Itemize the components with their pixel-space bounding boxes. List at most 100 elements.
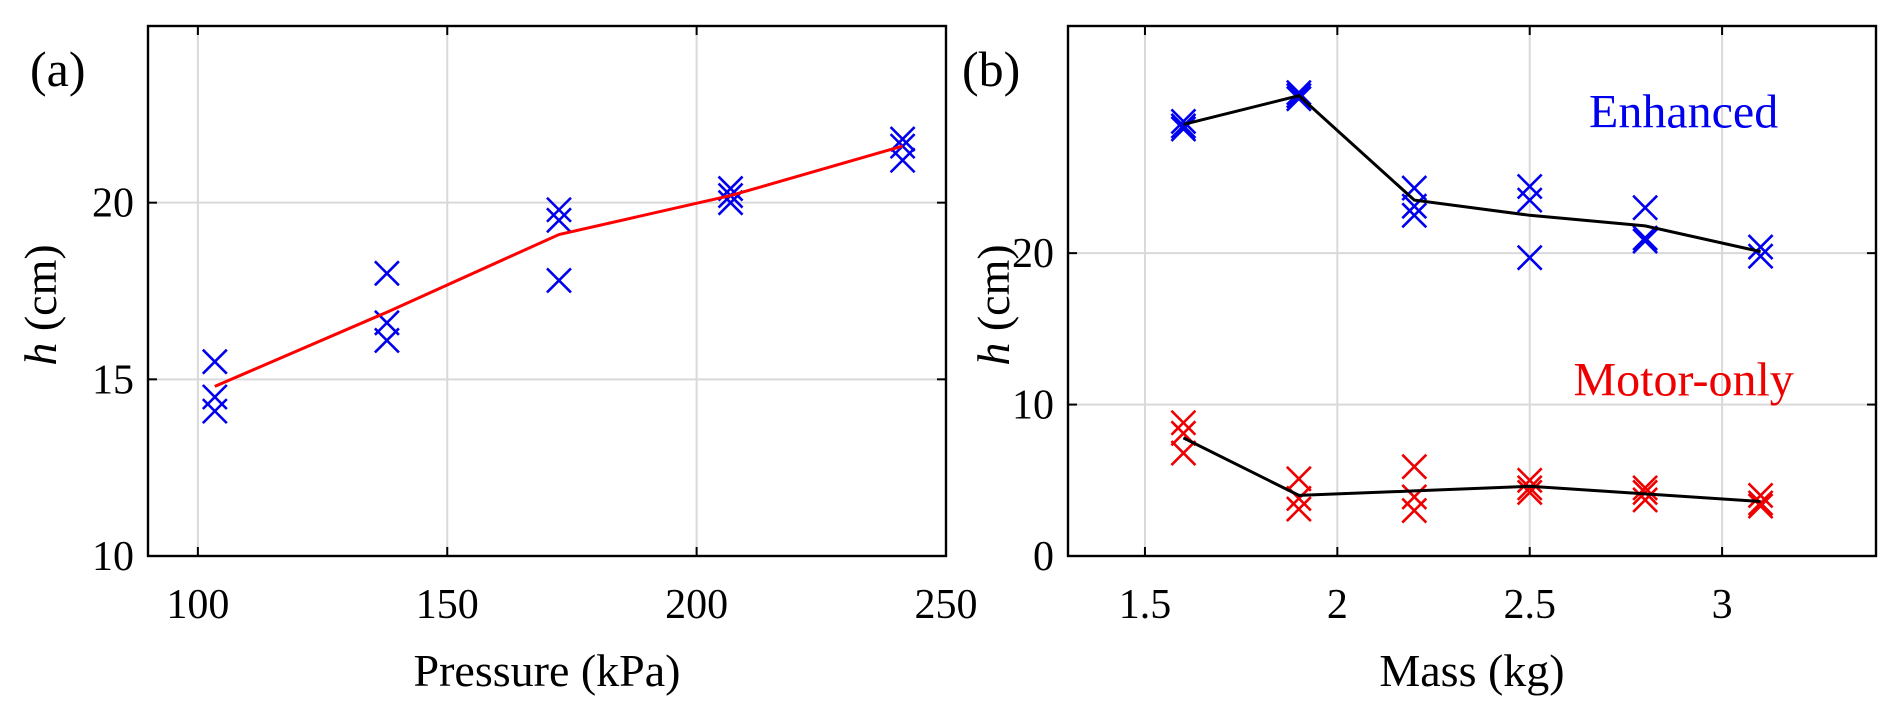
y-axis-variable: h (15, 343, 66, 366)
marker-stroke (1285, 465, 1312, 492)
y-axis-label: h (cm) (15, 244, 66, 365)
marker-stroke (1632, 225, 1659, 251)
marker-stroke (1632, 228, 1659, 254)
series-annotation: Enhanced (1589, 85, 1778, 138)
marker-stroke (1170, 440, 1197, 466)
x-tick-label: 200 (665, 582, 728, 628)
x-tick-label: 3 (1712, 582, 1733, 628)
panel-label: (a) (30, 41, 86, 97)
marker-stroke (1170, 409, 1197, 436)
marker-stroke (1285, 485, 1312, 512)
y-axis-unit: (cm) (968, 244, 1019, 342)
data-point-marker (889, 147, 916, 174)
y-tick-label: 15 (92, 357, 134, 403)
data-point-marker (1285, 465, 1312, 492)
marker-stroke (1170, 113, 1197, 139)
data-point-marker (1516, 173, 1543, 200)
marker-stroke (1747, 490, 1774, 516)
marker-stroke (1516, 467, 1543, 494)
x-tick-label: 2 (1327, 582, 1348, 628)
data-point-marker (1401, 497, 1428, 524)
data-point-marker (1170, 113, 1197, 139)
series-line (1182, 436, 1761, 503)
data-point-marker (1285, 496, 1312, 522)
data-point-marker (201, 398, 228, 425)
data-point-marker (1401, 453, 1428, 480)
marker-stroke (1516, 474, 1543, 501)
axes-frame (146, 24, 948, 558)
marker-stroke (1747, 243, 1774, 270)
marker-stroke (1170, 108, 1197, 135)
marker-stroke (1401, 202, 1428, 229)
plot-area (1068, 26, 1876, 556)
marker-stroke (1516, 173, 1543, 200)
marker-stroke (373, 260, 400, 287)
data-point-marker (1170, 409, 1197, 436)
marker-stroke (1401, 193, 1428, 220)
marker-stroke (373, 327, 400, 354)
marker-stroke (1285, 79, 1312, 106)
marker-stroke (1632, 474, 1659, 501)
data-point-marker (1516, 479, 1543, 506)
panel-b: 1.5 2 2.5 3 0 10 20 Mass (kg) h (cm) (b) Enhanced M… (962, 24, 1878, 696)
data-point-marker (1285, 79, 1312, 106)
data-point-marker (201, 384, 228, 410)
data-point-marker (1516, 187, 1543, 214)
data-point-marker (1401, 175, 1428, 201)
data-point-marker (1747, 482, 1774, 509)
x-axis-label: Mass (kg) (1379, 645, 1564, 696)
x-tick-label: 100 (166, 582, 229, 628)
series-line (214, 144, 904, 388)
marker-stroke (1747, 234, 1774, 261)
marker-stroke (889, 147, 916, 174)
marker-stroke (1516, 187, 1543, 214)
series-line (1183, 94, 1761, 254)
data-point-marker (373, 260, 400, 287)
data-point-marker (1747, 243, 1774, 270)
data-point-marker (546, 207, 572, 234)
marker-stroke (201, 384, 228, 410)
data-point-marker (1170, 108, 1197, 135)
data-point-marker (1285, 85, 1312, 112)
x-axis-label: Pressure (kPa) (414, 645, 681, 696)
x-tick-label: 2.5 (1503, 582, 1556, 628)
x-tick-label: 250 (915, 582, 978, 628)
marker-stroke (546, 196, 572, 223)
marker-stroke (1401, 497, 1428, 524)
y-tick-label: 0 (1033, 534, 1054, 580)
data-point-marker (1170, 440, 1197, 466)
y-tick-label: 10 (92, 534, 134, 580)
marker-stroke (1747, 493, 1774, 519)
marker-stroke (1632, 194, 1659, 221)
marker-stroke (1401, 175, 1428, 201)
data-point-marker (1747, 490, 1774, 516)
marker-stroke (1401, 484, 1428, 510)
data-point-marker (1747, 493, 1774, 519)
data-point-marker (1632, 228, 1659, 254)
data-point-marker (373, 327, 400, 354)
y-axis-variable: h (968, 343, 1019, 366)
marker-stroke (1516, 244, 1543, 271)
marker-stroke (1632, 487, 1659, 513)
marker-stroke (1170, 420, 1197, 447)
marker-stroke (201, 348, 228, 375)
y-axis-unit: (cm) (15, 244, 66, 342)
y-tick-label: 20 (92, 181, 134, 227)
data-point-marker (1516, 474, 1543, 501)
y-tick-label: 20 (1012, 231, 1054, 277)
axes-frame (1066, 24, 1878, 558)
marker-stroke (1747, 482, 1774, 509)
series-annotation: Motor-only (1573, 353, 1793, 406)
panel-a: 100 150 200 250 10 15 20 Pressure (kPa) h (cm) (a… (15, 24, 978, 696)
x-tick-label: 1.5 (1119, 582, 1172, 628)
data-point-marker (1632, 225, 1659, 251)
marker-stroke (1516, 479, 1543, 506)
data-point-marker (1747, 234, 1774, 261)
marker-stroke (546, 267, 572, 294)
data-point-marker (1516, 244, 1543, 271)
data-point-marker (1632, 194, 1659, 221)
marker-stroke (546, 207, 572, 234)
marker-stroke (1285, 496, 1312, 522)
marker-stroke (201, 398, 228, 425)
